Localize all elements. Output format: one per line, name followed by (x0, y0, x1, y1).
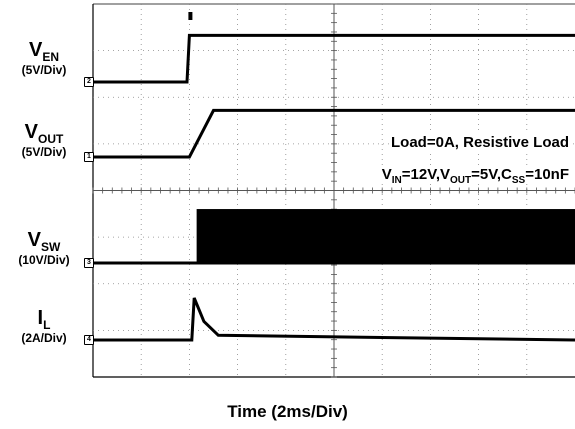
il-channel-marker: 4 (84, 335, 94, 345)
vout-label: VOUT (5V/Div) (2, 122, 86, 158)
vsw-switching-burst (196, 209, 575, 263)
css-subscript: SS (511, 175, 526, 186)
vsw-channel-marker: 3 (84, 258, 94, 268)
ven-channel-marker: 2 (84, 77, 94, 87)
vout-subscript: OUT (38, 132, 64, 146)
ven-trace (93, 33, 575, 84)
css-symbol: C (501, 166, 512, 183)
trigger-marker (188, 12, 193, 20)
vsw-subscript: SW (41, 240, 61, 254)
css-value: =10nF (525, 166, 569, 183)
il-label: IL (2A/Div) (2, 308, 86, 344)
vout-trace (93, 108, 575, 159)
vin-value: =12V, (401, 166, 440, 183)
vsw-label: VSW (10V/Div) (2, 230, 86, 266)
ven-subscript: EN (42, 50, 59, 64)
conditions-annotation: VIN=12V,VOUT=5V,CSS=10nF (379, 166, 571, 186)
vsw-scale: (10V/Div) (18, 253, 70, 267)
il-trace (93, 297, 575, 342)
il-subscript: L (43, 318, 51, 332)
il-symbol: I (37, 307, 44, 329)
load-annotation: Load=0A, Resistive Load (389, 134, 571, 151)
vout-scale: (5V/Div) (21, 145, 67, 159)
vout-symbol: V (24, 121, 38, 143)
ven-scale: (5V/Div) (21, 63, 67, 77)
vin-subscript: IN (391, 175, 402, 186)
ven-label: VEN (5V/Div) (2, 40, 86, 76)
vout-cond-symbol: V (440, 166, 451, 183)
vsw-symbol: V (27, 229, 41, 251)
vout-channel-marker: 1 (84, 152, 94, 162)
vin-symbol: V (381, 166, 392, 183)
il-scale: (2A/Div) (21, 331, 67, 345)
ven-symbol: V (28, 39, 43, 61)
x-axis-label: Time (2ms/Div) (227, 402, 348, 421)
vout-cond-value: =5V, (471, 166, 502, 183)
vout-cond-subscript: OUT (450, 175, 472, 186)
